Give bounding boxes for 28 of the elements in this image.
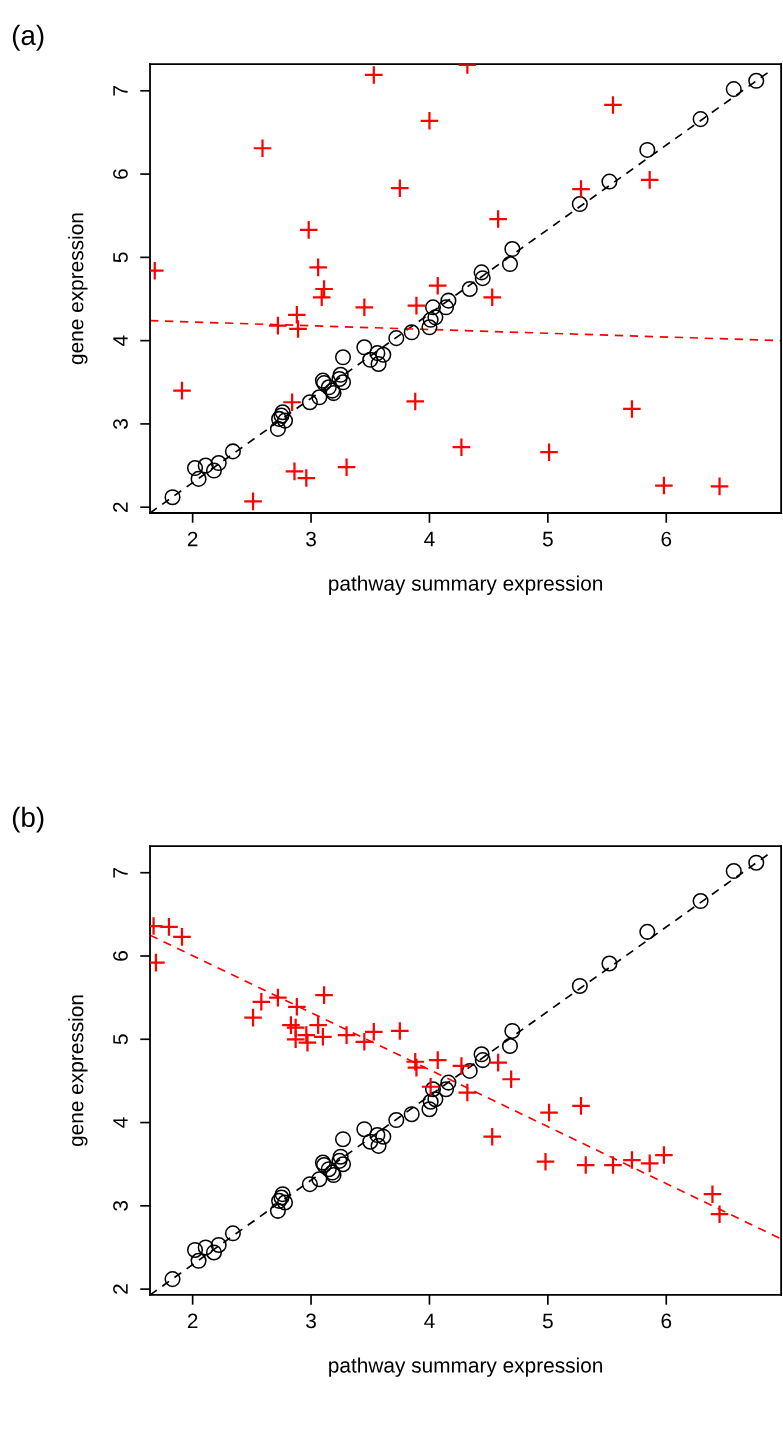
y-tick-label: 5 xyxy=(113,252,128,263)
y-tick-label: 2 xyxy=(113,1284,128,1294)
x-tick-label: 6 xyxy=(661,1313,672,1329)
x-tick-label: 5 xyxy=(542,1313,553,1329)
y-tick-label: 7 xyxy=(113,867,128,878)
y-axis-title: gene expression xyxy=(68,995,88,1147)
chart-title: (a) xyxy=(12,24,44,51)
y-tick-label: 5 xyxy=(113,1034,128,1045)
x-tick-label: 4 xyxy=(424,1313,435,1329)
x-tick-label: 6 xyxy=(661,531,672,547)
chart-title: (b) xyxy=(12,806,44,833)
y-tick-label: 3 xyxy=(113,1200,128,1211)
y-tick-label: 4 xyxy=(113,1117,128,1128)
y-axis-title: gene expression xyxy=(68,213,88,365)
x-axis-title: pathway summary expression xyxy=(329,575,603,595)
y-tick-label: 4 xyxy=(113,335,128,346)
y-tick-label: 6 xyxy=(113,951,128,961)
y-tick-label: 7 xyxy=(113,86,128,96)
x-tick-label: 2 xyxy=(187,531,198,547)
y-tick-label: 6 xyxy=(113,169,128,179)
y-tick-label: 2 xyxy=(113,502,128,512)
y-tick-label: 3 xyxy=(113,419,128,429)
x-tick-label: 4 xyxy=(424,531,435,547)
x-axis-title: pathway summary expression xyxy=(329,1357,603,1377)
x-tick-label: 5 xyxy=(542,531,553,547)
x-tick-label: 2 xyxy=(187,1313,198,1329)
x-tick-label: 3 xyxy=(306,1313,316,1329)
x-tick-label: 3 xyxy=(306,531,316,547)
